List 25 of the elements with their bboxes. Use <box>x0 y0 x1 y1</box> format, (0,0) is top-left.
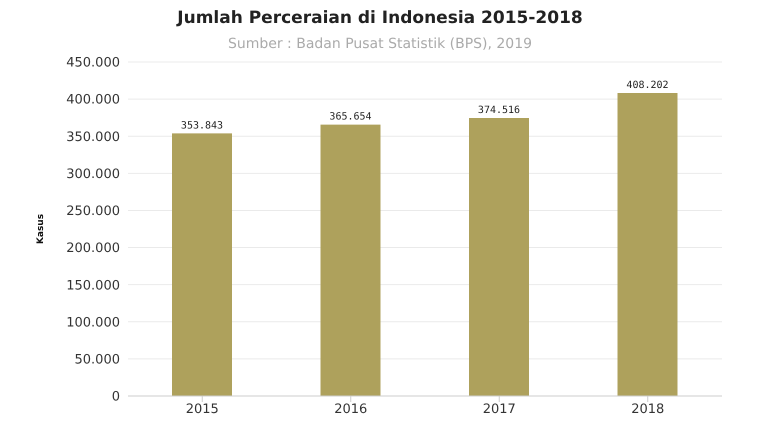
data-label: 374.516 <box>478 105 520 116</box>
y-tick-label: 50.000 <box>74 352 120 368</box>
bar <box>469 118 529 396</box>
bar <box>618 93 678 396</box>
y-tick-label: 100.000 <box>66 315 120 330</box>
chart-subtitle: Sumber : Badan Pusat Statistik (BPS), 2019 <box>226 36 534 52</box>
y-axis-title: Kasus <box>36 214 46 244</box>
x-tick-label: 2018 <box>631 402 664 418</box>
bar <box>172 133 232 396</box>
chart-title: Jumlah Perceraian di Indonesia 2015-2018 <box>175 8 584 28</box>
x-tick-label: 2017 <box>482 402 516 418</box>
y-tick-label: 450.000 <box>66 56 120 71</box>
data-label: 365.654 <box>329 112 372 123</box>
bar <box>320 124 380 396</box>
y-tick-label: 0 <box>112 390 120 405</box>
x-tick-label: 2015 <box>186 402 219 418</box>
y-tick-label: 350.000 <box>66 130 120 145</box>
y-tick-label: 400.000 <box>66 92 120 108</box>
y-tick-label: 200.000 <box>66 241 120 256</box>
y-tick-label: 300.000 <box>66 166 120 182</box>
y-tick-label: 150.000 <box>66 278 120 294</box>
data-label: 408.202 <box>626 80 669 92</box>
data-label: 353.843 <box>180 120 224 132</box>
x-tick-label: 2016 <box>334 402 368 418</box>
y-tick-label: 250.000 <box>66 204 120 220</box>
